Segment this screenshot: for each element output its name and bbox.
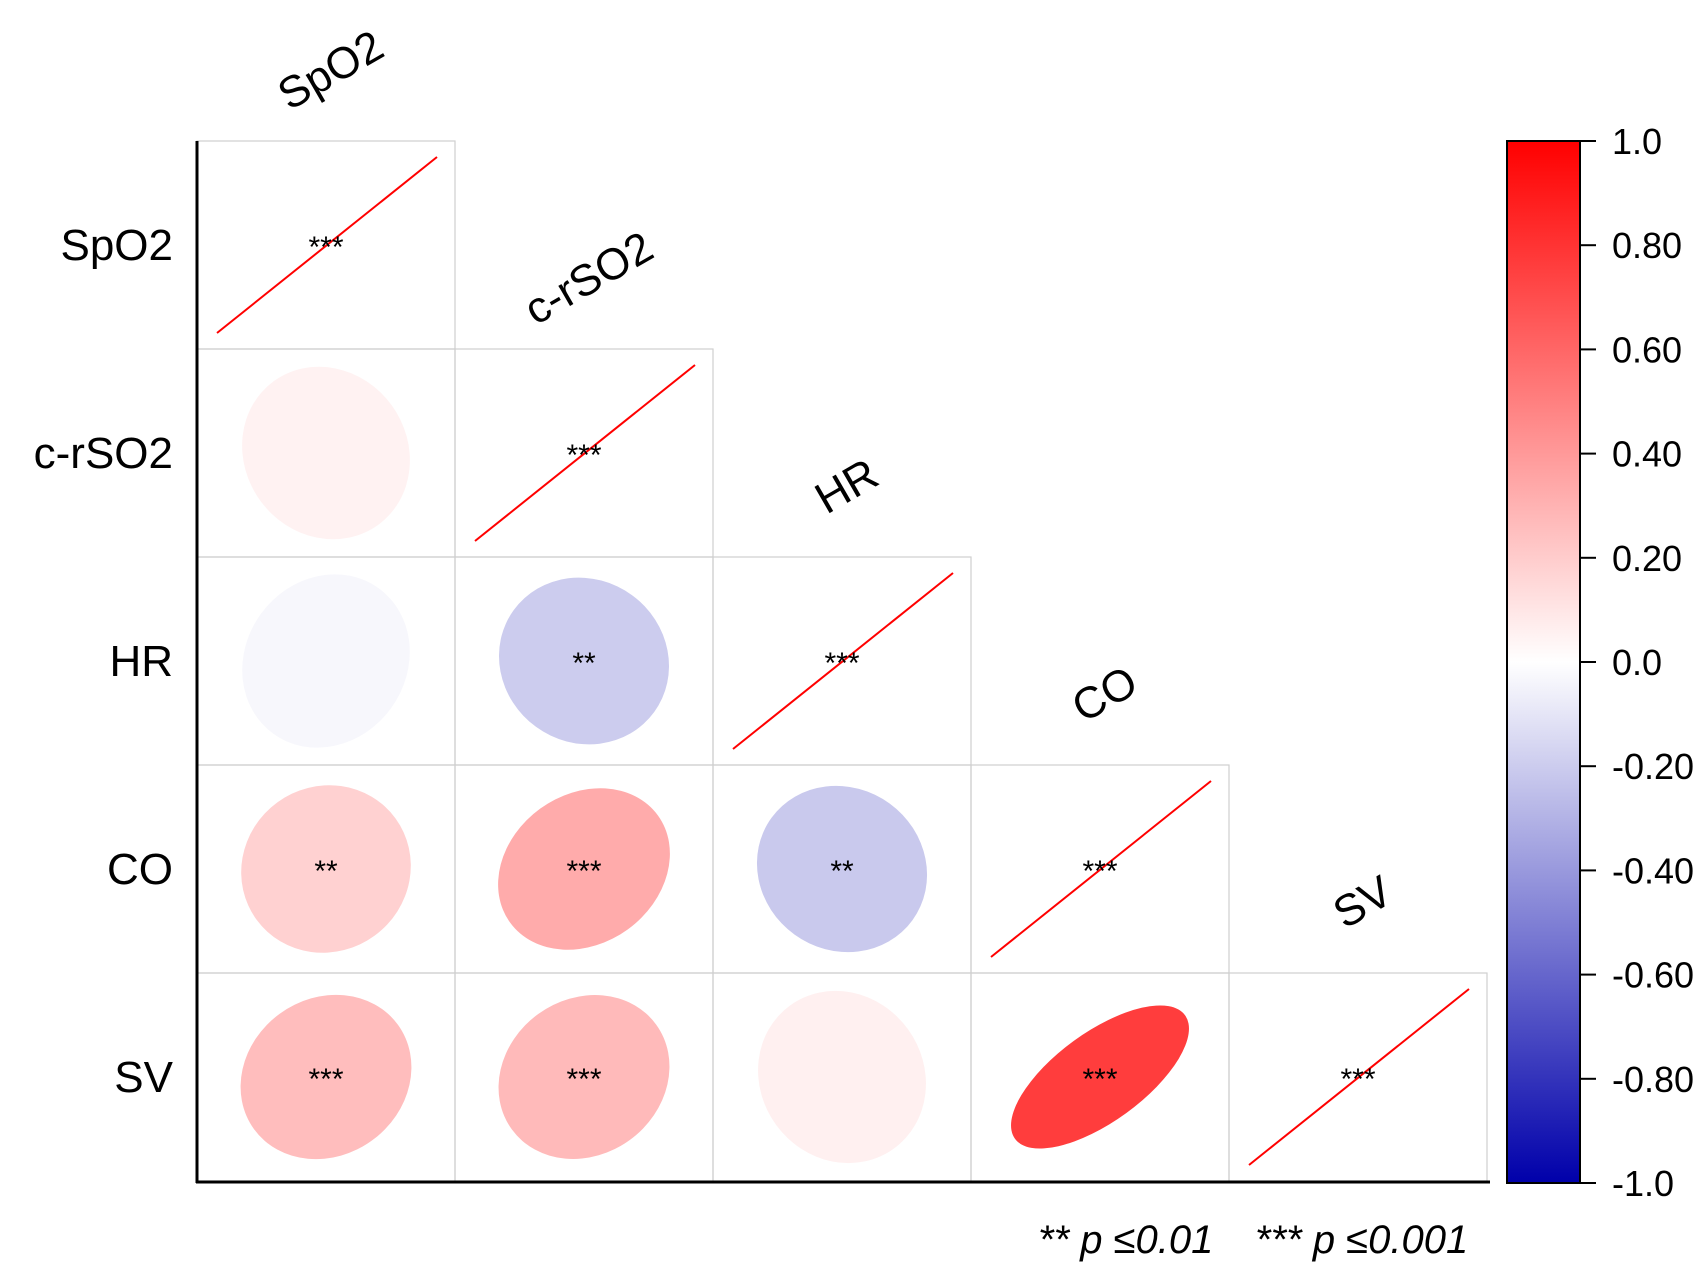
- row-label-hr: HR: [109, 637, 173, 686]
- colorbar-tick-label: 0.80: [1612, 225, 1682, 266]
- colorbar-gradient: [1506, 140, 1581, 1184]
- ellipse-co-c-rso2: [498, 788, 670, 950]
- ellipse-co-hr: [756, 785, 928, 953]
- colorbar-tick-label: 0.0: [1612, 642, 1662, 683]
- sig-sv-sv: ***: [1340, 1063, 1375, 1096]
- colorbar-tick-label: -0.60: [1612, 955, 1694, 996]
- ellipse-sv-c-rso2: [498, 995, 670, 1159]
- ellipse-hr-spo2: [242, 574, 410, 748]
- colorbar-tick-label: 0.60: [1612, 329, 1682, 370]
- colorbar-tick-label: 0.20: [1612, 538, 1682, 579]
- diagonal-line-c-rso2: [474, 364, 696, 542]
- sig-hr-c-rso2: **: [572, 647, 596, 680]
- row-label-c-rso2: c-rSO2: [34, 429, 173, 478]
- colorbar-tick-label: 0.40: [1612, 434, 1682, 475]
- sig-co-spo2: **: [314, 855, 338, 888]
- sig-co-co: ***: [1082, 855, 1117, 888]
- col-label-c-rso2: c-rSO2: [516, 222, 661, 334]
- legend-p0001: *** p ≤0.001: [1255, 1218, 1469, 1262]
- ellipse-sv-co: [1011, 1005, 1189, 1149]
- ellipse-co-spo2: [241, 785, 411, 953]
- labels-layer: SpO2 SpO2 c-rSO2 c-rSO2 HR HR CO CO SV SV: [34, 21, 1401, 1102]
- ellipse-hr-c-rso2: [498, 577, 670, 745]
- diagonal-line-spo2: [216, 156, 438, 334]
- diagonal-line-hr: [732, 572, 954, 750]
- sig-c-rso2-c-rso2: ***: [566, 439, 601, 472]
- diagonal-line-co: [990, 780, 1212, 958]
- col-label-co: CO: [1064, 657, 1146, 732]
- legend-p001: ** p ≤0.01: [1038, 1218, 1214, 1262]
- col-label-hr: HR: [807, 449, 887, 523]
- sig-sv-co: ***: [1082, 1063, 1117, 1096]
- cells-layer: ******** ***** *** ** ****** *** *** ***: [196, 140, 1488, 1182]
- sig-spo2-spo2: ***: [308, 231, 343, 264]
- ellipse-sv-spo2: [240, 994, 412, 1160]
- axes-layer: [195, 141, 1490, 1184]
- diagonal-line-sv: [1248, 988, 1470, 1166]
- sig-co-hr: **: [830, 855, 854, 888]
- row-label-co: CO: [107, 845, 173, 894]
- sig-sv-c-rso2: ***: [566, 1063, 601, 1096]
- colorbar-tick-label: -1.0: [1612, 1163, 1674, 1204]
- row-label-spo2: SpO2: [60, 221, 173, 270]
- colorbar-tick-label: -0.20: [1612, 746, 1694, 787]
- ellipse-sv-hr: [758, 990, 926, 1164]
- colorbar-tick-label: -0.80: [1612, 1059, 1694, 1100]
- ellipse-c-rso2-spo2: [242, 366, 410, 540]
- colorbar-tick-label: -0.40: [1612, 850, 1694, 891]
- col-label-spo2: SpO2: [270, 21, 392, 120]
- sig-co-c-rso2: ***: [566, 855, 601, 888]
- sig-sv-spo2: ***: [308, 1063, 343, 1096]
- colorbar: 1.0 0.80 0.60 0.40 0.20 0.0 -0.20 -0.40 -0.60 -0.…: [1506, 121, 1694, 1204]
- colorbar-tick-label: 1.0: [1612, 121, 1662, 162]
- row-label-sv: SV: [114, 1053, 173, 1102]
- col-label-sv: SV: [1325, 866, 1401, 938]
- sig-hr-hr: ***: [824, 647, 859, 680]
